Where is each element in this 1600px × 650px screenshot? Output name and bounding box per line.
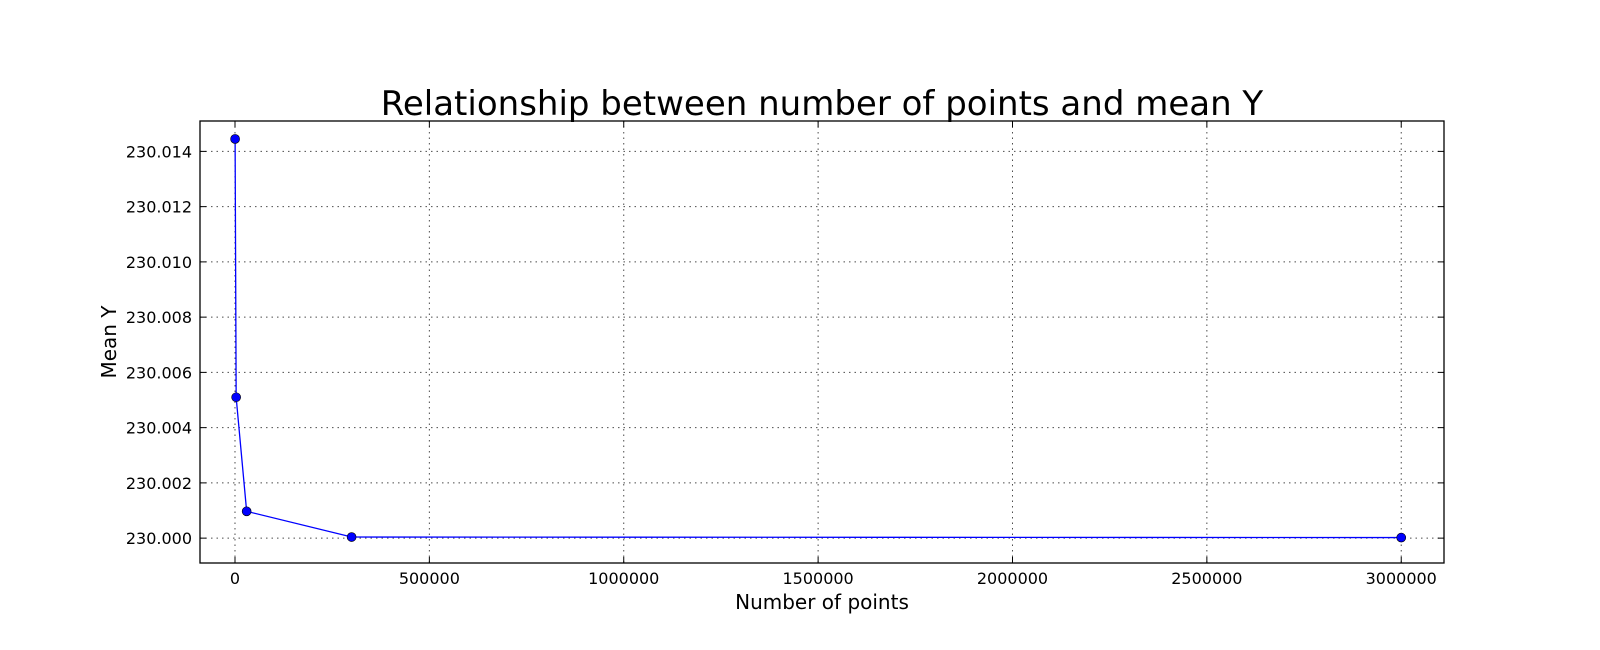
data-point bbox=[346, 532, 357, 542]
y-tick-label: 230.002 bbox=[126, 474, 192, 493]
x-tick-label: 3000000 bbox=[1366, 569, 1437, 588]
data-point bbox=[1396, 532, 1407, 543]
y-tick-label: 230.000 bbox=[126, 529, 192, 548]
y-axis-label: Mean Y bbox=[97, 305, 121, 379]
x-tick-label: 2500000 bbox=[1171, 569, 1242, 588]
axis-ticks: 0 500000 1000000 1500000 2000000 2500000 30000… bbox=[126, 121, 1444, 588]
plot-area-frame bbox=[199, 120, 1445, 564]
data-point bbox=[231, 392, 241, 403]
grid-lines bbox=[200, 121, 1444, 563]
data-point bbox=[241, 506, 252, 517]
x-tick-label: 2000000 bbox=[977, 569, 1048, 588]
x-tick-label: 1000000 bbox=[588, 569, 659, 588]
x-axis-label: Number of points bbox=[735, 590, 909, 614]
y-tick-label: 230.004 bbox=[126, 419, 192, 438]
series-layer bbox=[230, 134, 1407, 543]
x-tick-label: 1500000 bbox=[782, 569, 853, 588]
x-tick-label: 500000 bbox=[399, 569, 460, 588]
y-tick-label: 230.010 bbox=[126, 253, 192, 272]
y-tick-label: 230.012 bbox=[126, 198, 192, 217]
chart-title: Relationship between number of points an… bbox=[381, 84, 1264, 124]
data-point bbox=[230, 134, 240, 144]
y-tick-label: 230.006 bbox=[126, 363, 192, 382]
y-tick-label: 230.008 bbox=[126, 308, 192, 327]
x-tick-label: 0 bbox=[230, 569, 240, 588]
y-tick-label: 230.014 bbox=[126, 142, 192, 161]
